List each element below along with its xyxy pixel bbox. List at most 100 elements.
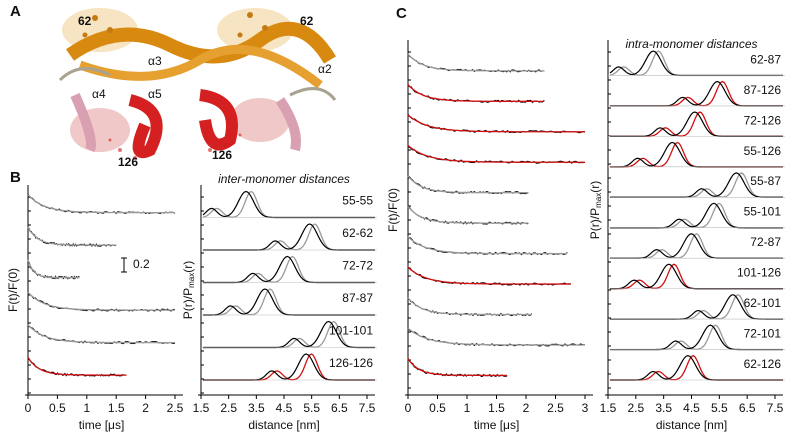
label-part: (r) <box>588 181 602 193</box>
decay-fit <box>407 53 545 72</box>
x-tick-label: 2.5 <box>167 401 184 415</box>
pair-label: 62-87 <box>750 52 781 66</box>
panel-title: intra-monomer distances <box>625 37 757 51</box>
panel-label: C <box>396 5 407 22</box>
decay-fit <box>407 144 585 163</box>
pair-label: 55-101 <box>744 205 782 219</box>
x-tick-label: 2.5 <box>547 401 564 415</box>
x-tick-label: 5.5 <box>303 401 320 415</box>
pair-label: 62-126 <box>744 357 782 371</box>
x-axis-label: time [μs] <box>474 418 520 432</box>
panel-label: A <box>10 3 21 20</box>
structure-label: α3 <box>148 54 162 68</box>
pair-label: 101-101 <box>329 323 373 337</box>
label-part: max <box>594 193 603 208</box>
decay-fit <box>407 114 585 133</box>
structure-label: 126 <box>212 148 232 162</box>
decay-fit <box>27 356 127 376</box>
decay-trace <box>27 260 80 280</box>
decay-trace <box>407 206 529 225</box>
pair-label: 62-62 <box>342 226 373 240</box>
pair-label: 55-55 <box>342 193 373 207</box>
structure-label: 62 <box>78 14 92 28</box>
structure-label: α2 <box>318 62 332 76</box>
decay-fit <box>407 297 532 316</box>
pair-label: 101-126 <box>737 266 781 280</box>
x-axis-label: distance [nm] <box>656 418 727 432</box>
decay-trace <box>407 84 545 104</box>
decay-fit <box>407 327 585 346</box>
x-axis-label: time [μs] <box>79 418 125 432</box>
decay-fit <box>27 226 117 246</box>
pair-label: 72-72 <box>342 258 373 272</box>
x-tick-label: 2 <box>523 401 530 415</box>
structure-label: 62 <box>300 14 314 28</box>
decay-trace <box>407 298 533 317</box>
label-part: max <box>187 273 196 288</box>
y-axis-label: P(r)/Pmax(r) <box>588 181 603 239</box>
decay-trace <box>407 146 586 164</box>
decay-trace <box>407 328 586 347</box>
panel-title: inter-monomer distances <box>218 172 350 186</box>
pair-label: 72-126 <box>744 113 782 127</box>
decay-trace <box>407 357 508 377</box>
x-tick-label: 0.5 <box>429 401 446 415</box>
x-tick-label: 1.5 <box>108 401 125 415</box>
x-tick-label: 6.5 <box>331 401 348 415</box>
pair-label: 87-87 <box>342 291 373 305</box>
x-tick-label: 3.5 <box>248 401 265 415</box>
x-tick-label: 1.5 <box>488 401 505 415</box>
structure-label: 126 <box>118 155 138 169</box>
x-tick-label: 5.5 <box>711 401 728 415</box>
decay-fit <box>407 175 529 194</box>
decay-trace <box>407 53 545 73</box>
decay-trace <box>407 237 568 256</box>
x-tick-label: 1 <box>464 401 471 415</box>
decay-fit <box>407 358 508 377</box>
x-tick-label: 2.5 <box>627 401 644 415</box>
decay-trace <box>27 325 176 345</box>
pair-label: 62-101 <box>744 296 782 310</box>
x-tick-label: 6.5 <box>739 401 756 415</box>
decay-fit <box>407 236 568 255</box>
y-axis-label: F(t)/F(0) <box>386 188 400 232</box>
x-tick-label: 4.5 <box>276 401 293 415</box>
decay-trace <box>407 176 529 195</box>
decay-fit <box>27 259 80 279</box>
decay-trace <box>407 266 571 286</box>
decay-trace <box>27 292 176 312</box>
x-tick-label: 3.5 <box>655 401 672 415</box>
x-tick-label: 4.5 <box>683 401 700 415</box>
pair-label: 126-126 <box>329 356 373 370</box>
decay-fit <box>27 194 175 214</box>
x-tick-label: 0 <box>405 401 412 415</box>
label-part: P(r)/P <box>588 208 602 239</box>
decay-fit <box>407 205 529 224</box>
x-tick-label: 1.5 <box>193 401 210 415</box>
decay-trace <box>27 227 117 247</box>
panel-label: B <box>10 169 21 186</box>
decay-fit <box>407 84 545 102</box>
x-axis-label: distance [nm] <box>248 418 319 432</box>
pair-label: 72-101 <box>744 326 782 340</box>
x-tick-label: 0.5 <box>49 401 66 415</box>
protein-structure <box>58 8 337 160</box>
structure-label: α4 <box>92 87 106 101</box>
decay-trace <box>407 113 586 134</box>
label-part: (r) <box>181 261 195 273</box>
x-tick-label: 1 <box>83 401 90 415</box>
pair-label: 55-126 <box>744 144 782 158</box>
decay-trace <box>27 193 176 215</box>
label-part: P(r)/P <box>181 288 195 319</box>
x-tick-label: 7.5 <box>359 401 376 415</box>
y-axis-label: P(r)/Pmax(r) <box>181 261 196 319</box>
x-tick-label: 1.5 <box>600 401 617 415</box>
decay-trace <box>27 357 127 377</box>
x-tick-label: 3 <box>582 401 589 415</box>
x-tick-label: 2 <box>142 401 149 415</box>
pair-label: 55-87 <box>750 174 781 188</box>
x-tick-label: 2.5 <box>220 401 237 415</box>
decay-fit <box>27 291 175 311</box>
decay-fit <box>27 324 175 344</box>
